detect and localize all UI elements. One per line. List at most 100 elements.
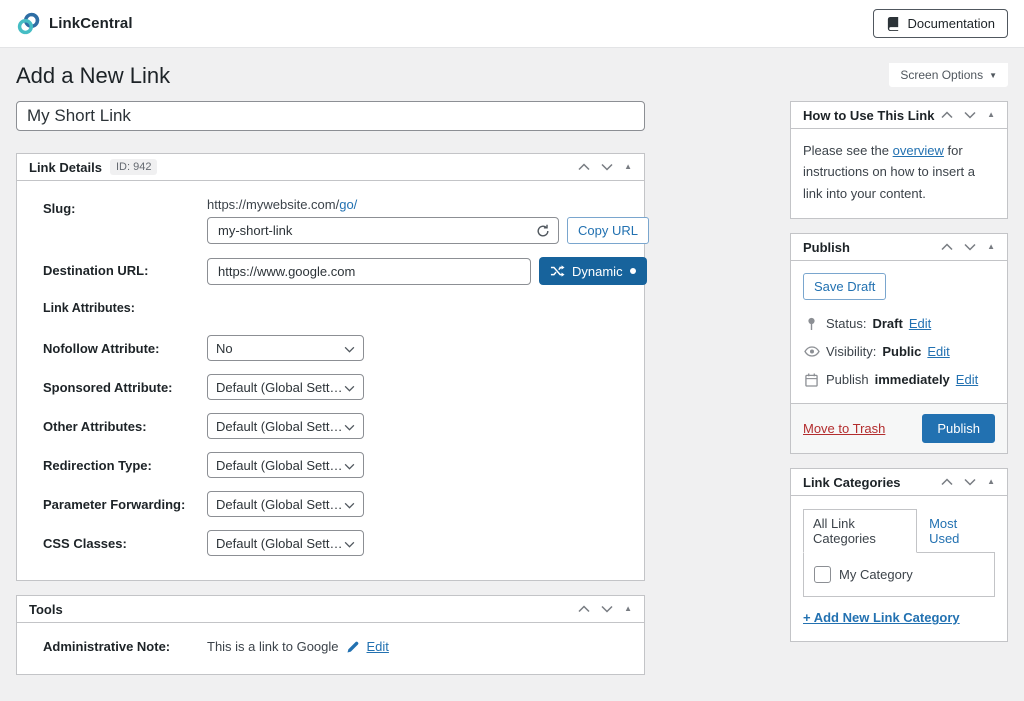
slug-base-url: https://mywebsite.com/go/ — [207, 197, 358, 212]
how-to-header: How to Use This Link ▲ — [791, 102, 1007, 129]
chevron-up-icon[interactable] — [578, 605, 590, 613]
nofollow-row: Nofollow Attribute: No — [29, 335, 632, 361]
chevron-down-icon — [344, 419, 355, 434]
linkcentral-logo-icon — [16, 11, 41, 36]
calendar-icon — [803, 373, 820, 387]
chevron-down-icon — [344, 458, 355, 473]
category-item: My Category — [814, 566, 984, 584]
link-categories-panel: Link Categories ▲ All Link Categories Mo… — [790, 468, 1008, 643]
other-attributes-select[interactable]: Default (Global Settings) — [207, 413, 364, 439]
category-list-box: My Category — [803, 552, 995, 598]
chevron-down-icon[interactable] — [601, 163, 613, 171]
documentation-button[interactable]: Documentation — [872, 9, 1008, 38]
tab-most-used[interactable]: Most Used — [929, 516, 960, 547]
top-header: LinkCentral Documentation — [0, 0, 1024, 48]
admin-note-value: This is a link to Google — [207, 639, 339, 654]
panel-title: Link Details — [29, 159, 102, 175]
slug-label: Slug: — [43, 201, 76, 216]
redirection-type-row: Redirection Type: Default (Global Settin… — [29, 452, 632, 478]
save-draft-button[interactable]: Save Draft — [803, 273, 887, 301]
visibility-edit-link[interactable]: Edit — [927, 344, 950, 360]
chevron-down-icon[interactable] — [964, 111, 976, 119]
tools-panel: Tools ▲ Administrative Note: This is a l… — [16, 595, 645, 675]
css-classes-row: CSS Classes: Default (Global Settings) — [29, 530, 632, 556]
admin-note-label: Administrative Note: — [43, 639, 171, 654]
link-details-header: Link Details ID: 942 ▲ — [17, 154, 644, 181]
admin-note-edit-link[interactable]: Edit — [366, 639, 389, 654]
dynamic-button[interactable]: Dynamic — [539, 257, 647, 285]
chevron-down-icon — [344, 341, 355, 356]
category-checkbox[interactable] — [814, 566, 831, 584]
panel-title: Publish — [803, 239, 850, 255]
move-to-trash-link[interactable]: Move to Trash — [803, 421, 886, 437]
chevron-up-icon[interactable] — [941, 111, 953, 119]
overview-link[interactable]: overview — [892, 143, 944, 158]
chevron-up-icon[interactable] — [941, 478, 953, 486]
refresh-icon[interactable] — [530, 224, 550, 238]
collapse-toggle-icon[interactable]: ▲ — [624, 162, 632, 171]
schedule-row: Publish immediately Edit — [803, 372, 995, 387]
status-value: Draft — [872, 316, 903, 332]
brand: LinkCentral — [16, 11, 133, 36]
collapse-toggle-icon[interactable]: ▲ — [987, 110, 995, 119]
panel-title: How to Use This Link — [803, 107, 935, 123]
chevron-up-icon[interactable] — [578, 163, 590, 171]
nofollow-select[interactable]: No — [207, 335, 364, 361]
schedule-value: immediately — [874, 372, 950, 388]
other-attributes-row: Other Attributes: Default (Global Settin… — [29, 413, 632, 439]
sponsored-select[interactable]: Default (Global Settings) — [207, 374, 364, 400]
collapse-toggle-icon[interactable]: ▲ — [624, 604, 632, 613]
visibility-row: Visibility: Public Edit — [803, 344, 995, 359]
shuffle-icon — [550, 265, 565, 277]
add-new-category-link[interactable]: + Add New Link Category — [803, 610, 960, 626]
category-tabs: All Link Categories Most Used — [803, 508, 995, 554]
chevron-down-icon[interactable] — [601, 605, 613, 613]
pin-icon — [803, 317, 820, 331]
link-title-input[interactable] — [16, 101, 645, 131]
tools-header: Tools ▲ — [17, 596, 644, 623]
slug-input[interactable] — [216, 222, 530, 239]
chevron-down-icon[interactable] — [964, 243, 976, 251]
collapse-toggle-icon[interactable]: ▲ — [987, 242, 995, 252]
book-icon — [886, 16, 901, 31]
sponsored-row: Sponsored Attribute: Default (Global Set… — [29, 374, 632, 400]
schedule-edit-link[interactable]: Edit — [955, 372, 979, 388]
publish-panel: Publish ▲ Save Draft Status: Draft — [790, 233, 1008, 455]
slug-base-suffix: go/ — [339, 197, 358, 212]
tab-all-categories[interactable]: All Link Categories — [803, 509, 918, 554]
eye-icon — [803, 346, 820, 357]
screen-options-tab[interactable]: Screen Options ▼ — [889, 63, 1008, 87]
dynamic-dot-icon — [629, 268, 636, 274]
status-edit-link[interactable]: Edit — [908, 316, 932, 332]
brand-name: LinkCentral — [49, 15, 133, 32]
redirection-type-select[interactable]: Default (Global Settings) — [207, 452, 364, 478]
parameter-forwarding-row: Parameter Forwarding: Default (Global Se… — [29, 491, 632, 517]
collapse-toggle-icon[interactable]: ▲ — [987, 477, 995, 487]
chevron-down-icon[interactable] — [964, 478, 976, 486]
parameter-forwarding-select[interactable]: Default (Global Settings) — [207, 491, 364, 517]
destination-url-input[interactable] — [216, 262, 522, 280]
category-label: My Category — [839, 567, 913, 583]
panel-title: Link Categories — [803, 474, 901, 490]
destination-input-box — [207, 257, 531, 285]
panel-title: Tools — [29, 601, 63, 617]
copy-url-button[interactable]: Copy URL — [567, 217, 649, 244]
css-classes-select[interactable]: Default (Global Settings) — [207, 530, 364, 556]
visibility-value: Public — [882, 344, 922, 360]
status-row: Status: Draft Edit — [803, 316, 995, 331]
destination-row: Destination URL: — [29, 257, 647, 285]
slug-input-box — [207, 217, 559, 244]
admin-content: Screen Options ▼ Add a New Link Link Det… — [0, 63, 1024, 689]
how-to-text: Please see the overview for instructions… — [803, 143, 975, 201]
chevron-down-icon — [344, 380, 355, 395]
dropdown-arrow-icon: ▼ — [989, 70, 997, 80]
slug-row: Slug: https://mywebsite.com/go/ — [29, 195, 649, 244]
pencil-icon — [346, 640, 360, 654]
page-title: Add a New Link — [16, 63, 171, 88]
destination-label: Destination URL: — [43, 263, 149, 278]
publish-footer: Move to Trash Publish — [791, 403, 1007, 454]
chevron-up-icon[interactable] — [941, 243, 953, 251]
publish-button[interactable]: Publish — [922, 414, 995, 444]
chevron-down-icon — [344, 497, 355, 512]
link-id-badge: ID: 942 — [109, 159, 158, 175]
